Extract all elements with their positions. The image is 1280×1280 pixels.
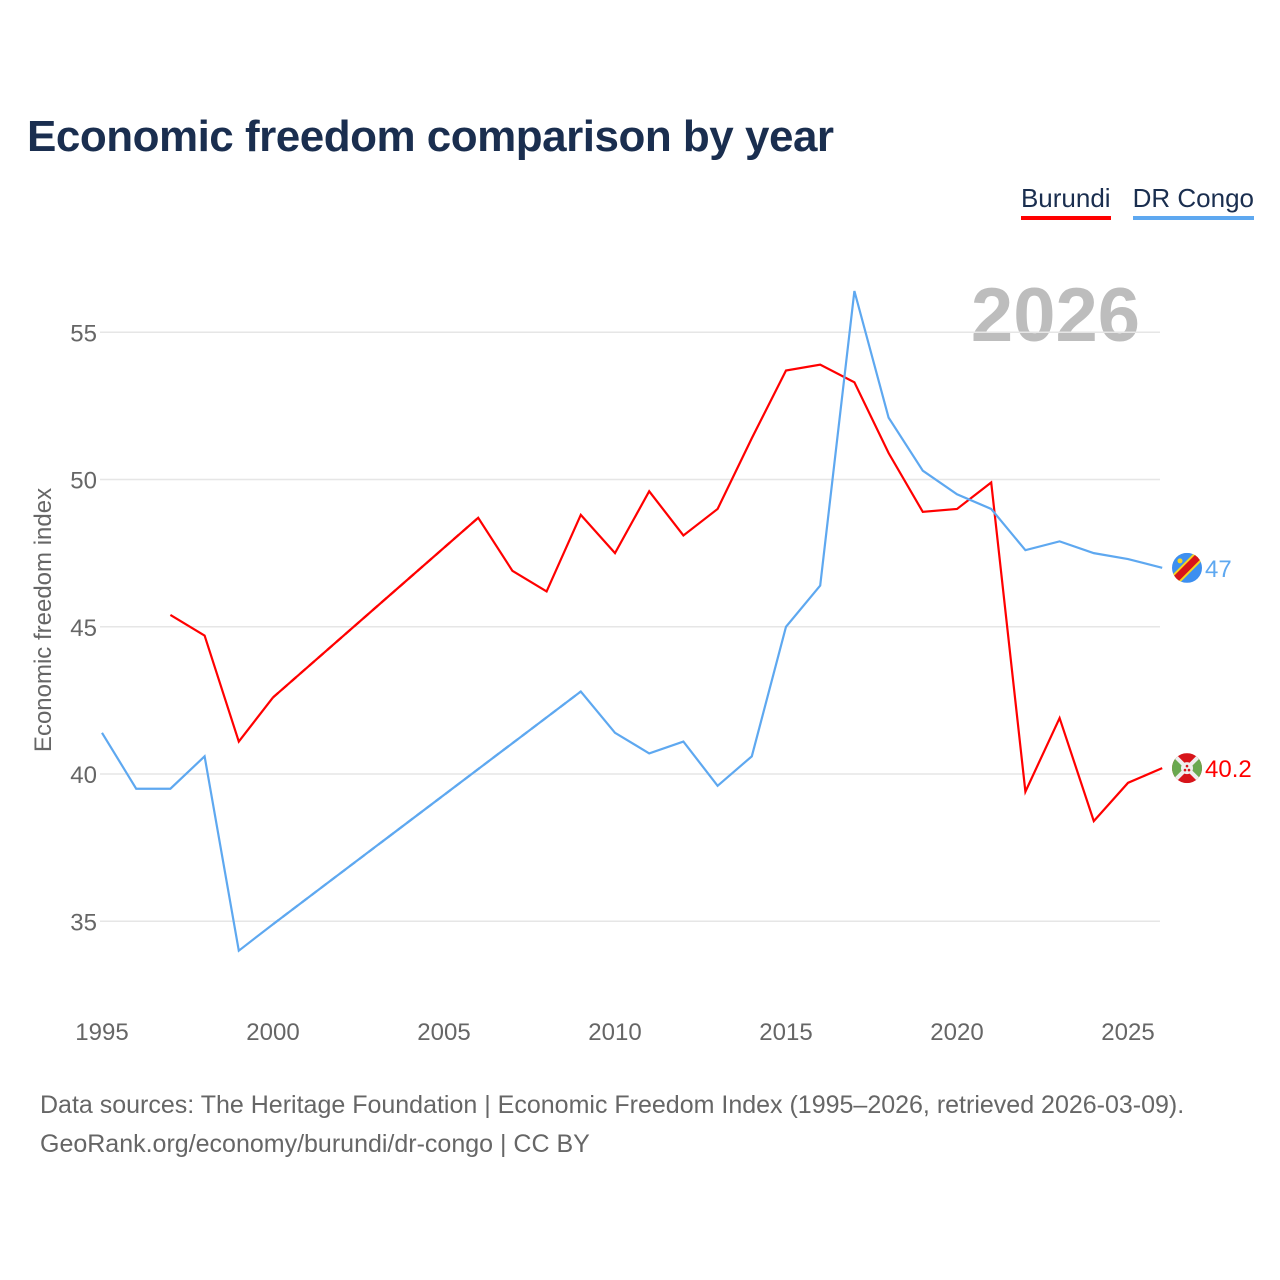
- x-tick-label: 2015: [759, 1019, 812, 1046]
- data-point-dr-congo: [954, 491, 960, 497]
- data-point-dr-congo: [646, 750, 652, 756]
- data-point-dr-congo: [270, 921, 276, 927]
- burundi-flag-icon: [1172, 753, 1202, 784]
- end-label-burundi: 40.2: [1205, 756, 1252, 783]
- data-point-burundi: [988, 479, 994, 485]
- data-point-dr-congo: [817, 583, 823, 589]
- data-point-dr-congo: [1057, 538, 1063, 544]
- data-point-dr-congo: [886, 415, 892, 421]
- legend: Burundi DR Congo: [1020, 183, 1254, 220]
- data-point-burundi: [202, 633, 208, 639]
- data-point-burundi: [749, 435, 755, 441]
- data-point-burundi: [612, 550, 618, 556]
- data-point-dr-congo: [1091, 550, 1097, 556]
- footer: Data sources: The Heritage Foundation | …: [40, 1086, 1184, 1164]
- x-tick-label: 2020: [930, 1019, 983, 1046]
- data-point-dr-congo: [920, 468, 926, 474]
- data-point-dr-congo: [851, 288, 857, 294]
- y-tick-label: 50: [70, 468, 97, 495]
- data-point-burundi: [475, 515, 481, 521]
- data-point-dr-congo: [612, 730, 618, 736]
- legend-dr-congo[interactable]: DR Congo: [1132, 183, 1254, 220]
- data-point-burundi: [509, 568, 515, 574]
- data-point-burundi: [1057, 715, 1063, 721]
- data-point-burundi: [1022, 789, 1028, 795]
- data-point-dr-congo: [680, 739, 686, 745]
- data-point-dr-congo: [99, 730, 105, 736]
- data-point-burundi: [954, 506, 960, 512]
- data-point-burundi: [1159, 765, 1165, 771]
- x-tick-label: 2025: [1101, 1019, 1154, 1046]
- data-point-burundi: [544, 588, 550, 594]
- data-point-dr-congo: [236, 948, 242, 954]
- data-point-burundi: [886, 450, 892, 456]
- data-point-dr-congo: [1125, 556, 1131, 562]
- data-point-burundi: [578, 512, 584, 518]
- data-point-burundi: [1125, 780, 1131, 786]
- data-point-burundi: [1091, 818, 1097, 824]
- data-point-burundi: [680, 532, 686, 538]
- data-point-dr-congo: [1022, 547, 1028, 553]
- data-point-dr-congo: [749, 753, 755, 759]
- current-year-label: 2026: [971, 273, 1140, 358]
- data-point-burundi: [920, 509, 926, 515]
- x-tick-label: 2000: [246, 1019, 299, 1046]
- data-point-dr-congo: [988, 506, 994, 512]
- y-tick-label: 55: [70, 320, 97, 347]
- y-tick-label: 45: [70, 615, 97, 642]
- data-point-burundi: [851, 379, 857, 385]
- data-point-dr-congo: [1159, 565, 1165, 571]
- data-point-dr-congo: [783, 624, 789, 630]
- data-point-burundi: [236, 739, 242, 745]
- data-point-burundi: [646, 488, 652, 494]
- data-point-dr-congo: [715, 783, 721, 789]
- data-point-burundi: [167, 612, 173, 618]
- data-point-dr-congo: [578, 689, 584, 695]
- y-tick-label: 40: [70, 762, 97, 789]
- series-line-burundi: [169, 614, 274, 744]
- y-tick-label: 35: [70, 909, 97, 936]
- data-point-dr-congo: [202, 753, 208, 759]
- data-source: Data sources: The Heritage Foundation | …: [40, 1091, 1185, 1119]
- x-tick-label: 2005: [417, 1019, 470, 1046]
- data-point-burundi: [270, 694, 276, 700]
- series-line-burundi: [272, 363, 1163, 824]
- data-point-burundi: [783, 368, 789, 374]
- dr-congo-flag-icon: [1172, 552, 1202, 583]
- source-link[interactable]: GeoRank.org/economy/burundi/dr-congo | C…: [40, 1130, 590, 1158]
- x-tick-label: 2010: [588, 1019, 641, 1046]
- legend-burundi[interactable]: Burundi: [1020, 183, 1111, 220]
- data-point-burundi: [817, 362, 823, 368]
- series-line-dr-congo: [101, 732, 274, 953]
- series-line-dr-congo: [272, 290, 1163, 926]
- data-point-dr-congo: [167, 786, 173, 792]
- x-tick-label: 1995: [75, 1019, 128, 1046]
- chart-title: Economic freedom comparison by year: [27, 112, 834, 161]
- data-point-burundi: [715, 506, 721, 512]
- data-point-dr-congo: [133, 786, 139, 792]
- end-label-dr-congo: 47: [1205, 556, 1232, 583]
- y-axis-label: Economic freedom index: [30, 488, 57, 752]
